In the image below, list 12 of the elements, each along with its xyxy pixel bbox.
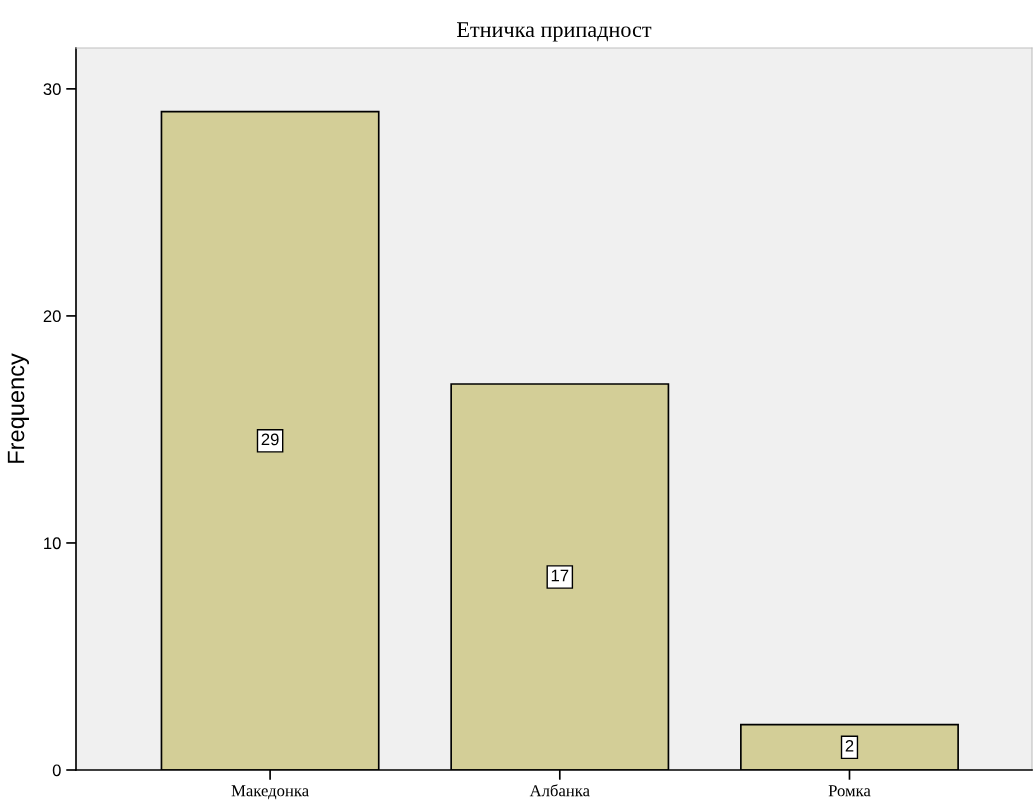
y-axis-title: Frequency bbox=[7, 353, 29, 463]
data-label: 2 bbox=[845, 739, 854, 752]
x-tick-label: Ромка bbox=[828, 785, 871, 797]
x-tick-label: Албанка bbox=[529, 784, 590, 797]
y-tick-label: 0 bbox=[52, 764, 61, 777]
y-tick-label: 30 bbox=[43, 83, 61, 96]
data-label: 17 bbox=[551, 569, 569, 582]
data-label: 29 bbox=[261, 433, 279, 446]
y-tick-label: 10 bbox=[44, 537, 61, 550]
x-tick-label: Македонка bbox=[231, 785, 309, 800]
chart-title: Етничка припадност bbox=[457, 22, 652, 42]
y-tick-label: 20 bbox=[43, 310, 61, 323]
